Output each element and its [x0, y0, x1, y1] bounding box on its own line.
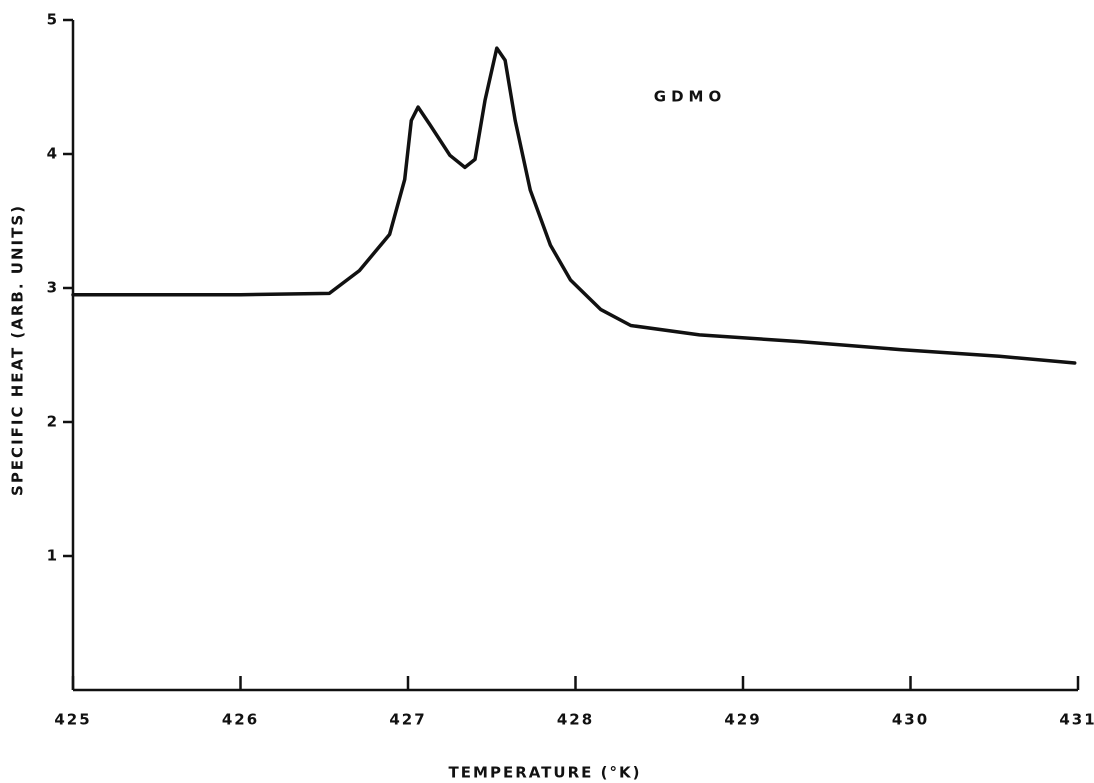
x-tick-label: 428 — [557, 711, 594, 729]
x-tick-label: 429 — [724, 711, 761, 729]
x-tick-label: 425 — [54, 711, 91, 729]
x-axis-title: TEMPERATURE (°K) — [449, 764, 642, 782]
data-line — [71, 46, 1077, 365]
y-tick-label: 4 — [47, 145, 59, 163]
x-tick-label: 430 — [892, 711, 929, 729]
annotation: GDMO — [654, 88, 726, 106]
y-tick-label: 2 — [47, 413, 59, 431]
x-tick-label: 426 — [222, 711, 259, 729]
x-tick-label: 427 — [389, 711, 426, 729]
y-tick-label: 1 — [47, 547, 59, 565]
x-tick-label: 431 — [1059, 711, 1094, 729]
y-tick-label: 5 — [47, 11, 59, 29]
y-tick-label: 3 — [47, 279, 59, 297]
y-axis-title: SPECIFIC HEAT (ARB. UNITS) — [9, 204, 27, 496]
